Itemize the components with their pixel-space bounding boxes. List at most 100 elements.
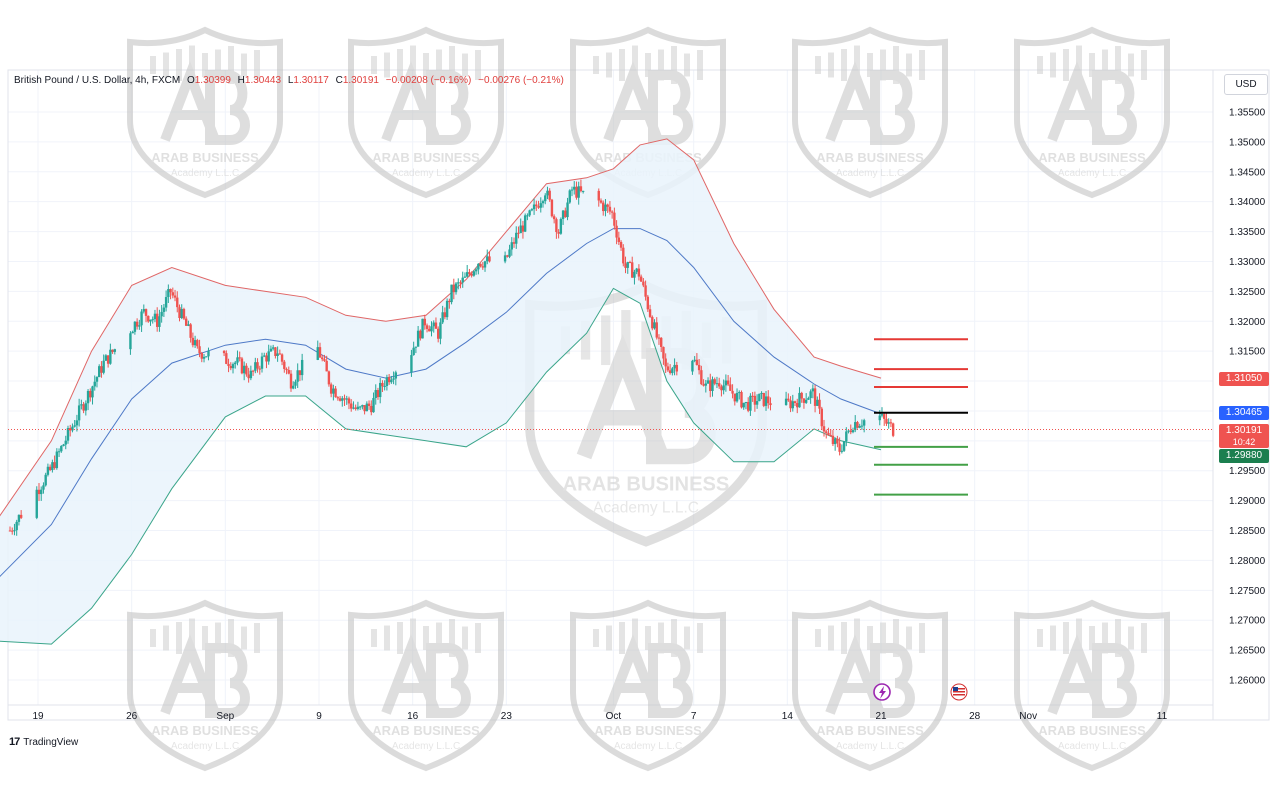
- candle-body: [764, 396, 768, 406]
- watermark-subtitle: Academy L.L.C: [1058, 168, 1126, 179]
- candle-body: [358, 406, 362, 408]
- candle-body: [394, 372, 398, 379]
- candle-body: [133, 321, 137, 332]
- candle-body: [573, 186, 576, 190]
- candle-body: [80, 404, 83, 406]
- candle-body: [207, 350, 210, 357]
- candle-body: [887, 422, 890, 424]
- time-tick-label: 19: [32, 711, 44, 722]
- candle-body: [37, 489, 41, 495]
- candle-body: [599, 200, 603, 203]
- candle-body: [720, 386, 723, 391]
- candle-body: [889, 422, 893, 424]
- candle-body: [626, 261, 629, 268]
- watermark-title: ARAB BUSINESS: [1038, 723, 1146, 738]
- candle-body: [390, 379, 393, 383]
- chart-frame: [7, 69, 1270, 721]
- candle-body: [430, 326, 433, 332]
- candle-body: [762, 392, 765, 406]
- candle-body: [278, 353, 282, 355]
- time-tick-label: 23: [501, 711, 513, 722]
- candle-body: [191, 337, 195, 346]
- candle-body: [414, 346, 418, 348]
- bollinger-lower-line: [0, 287, 882, 645]
- us-flag-icon[interactable]: [950, 683, 968, 701]
- watermark-subtitle: Academy L.L.C: [392, 168, 460, 179]
- candle-body: [479, 263, 482, 267]
- tradingview-brand[interactable]: 17 TradingView: [9, 736, 78, 748]
- candle-body: [46, 466, 50, 475]
- candle-body: [809, 391, 812, 399]
- watermark-shield-icon: ARAB BUSINESS Academy L.L.C: [348, 599, 504, 772]
- candle-body: [842, 441, 846, 451]
- candle-body: [71, 426, 74, 431]
- candle-body: [205, 356, 208, 358]
- candle-body: [521, 225, 525, 232]
- candle-body: [227, 363, 230, 367]
- candle-body: [450, 284, 453, 303]
- candle-body: [713, 379, 716, 384]
- watermark-shield-icon: ARAB BUSINESS Academy L.L.C: [348, 26, 504, 199]
- watermark-title: ARAB BUSINESS: [151, 150, 259, 165]
- candle-body: [44, 474, 47, 486]
- candle-body: [53, 462, 56, 469]
- candle-body: [410, 355, 413, 373]
- candle-body: [675, 364, 679, 372]
- candle-body: [854, 422, 857, 431]
- candle-body: [483, 261, 487, 268]
- candle-body: [548, 190, 551, 200]
- candle-body: [147, 315, 150, 322]
- candle-body: [265, 355, 268, 362]
- symbol-title[interactable]: British Pound / U.S. Dollar, 4h, FXCM: [14, 75, 181, 86]
- candle-body: [89, 390, 92, 398]
- candle-body: [840, 450, 844, 452]
- candle-body: [321, 357, 324, 360]
- candle-body: [338, 398, 342, 401]
- candle-body: [73, 425, 76, 427]
- candle-body: [51, 462, 54, 471]
- candle-body: [62, 444, 65, 447]
- candle-body: [459, 282, 462, 284]
- candle-body: [486, 256, 489, 262]
- candle-body: [608, 206, 612, 212]
- watermark-title: ARAB BUSINESS: [372, 723, 480, 738]
- candle-body: [769, 403, 772, 406]
- candle-body: [334, 388, 337, 398]
- candle-body: [423, 318, 427, 326]
- lightning-icon[interactable]: [873, 683, 891, 701]
- time-axis[interactable]: 19 26 Sep 9 16 23 Oct 7 14 21 28 Nov 11: [32, 711, 1167, 722]
- candle-body: [251, 370, 255, 372]
- candle-body: [356, 406, 360, 410]
- candle-body: [642, 281, 645, 286]
- candle-body: [75, 420, 79, 426]
- price-axis[interactable]: 1.35500 1.35000 1.34500 1.34000 1.33500 1.330…: [1229, 108, 1266, 687]
- candle-body: [289, 373, 293, 389]
- currency-button[interactable]: USD: [1224, 74, 1268, 95]
- candle-body: [544, 195, 547, 202]
- candle-body: [267, 351, 270, 362]
- candle-body: [274, 347, 277, 356]
- candle-body: [454, 283, 458, 293]
- candle-body: [113, 349, 117, 352]
- candle-body: [717, 383, 721, 387]
- candle-body: [822, 426, 826, 432]
- candle-body: [800, 392, 803, 399]
- candle-body: [883, 414, 886, 419]
- candle-body: [354, 407, 357, 410]
- candle-body: [885, 418, 888, 424]
- candle-body: [234, 362, 237, 365]
- candle-body: [419, 330, 422, 339]
- candle-body: [818, 399, 821, 409]
- watermark-title: ARAB BUSINESS: [816, 723, 924, 738]
- candle-body: [481, 266, 484, 268]
- candle-body: [753, 395, 757, 405]
- candle-body: [610, 211, 614, 213]
- candle-body: [443, 312, 447, 318]
- candle-body: [474, 269, 478, 272]
- candle-body: [452, 284, 456, 293]
- candle-body: [416, 330, 420, 347]
- candle-body: [602, 202, 605, 212]
- pivot-price-tag: 1.30465: [1219, 406, 1269, 420]
